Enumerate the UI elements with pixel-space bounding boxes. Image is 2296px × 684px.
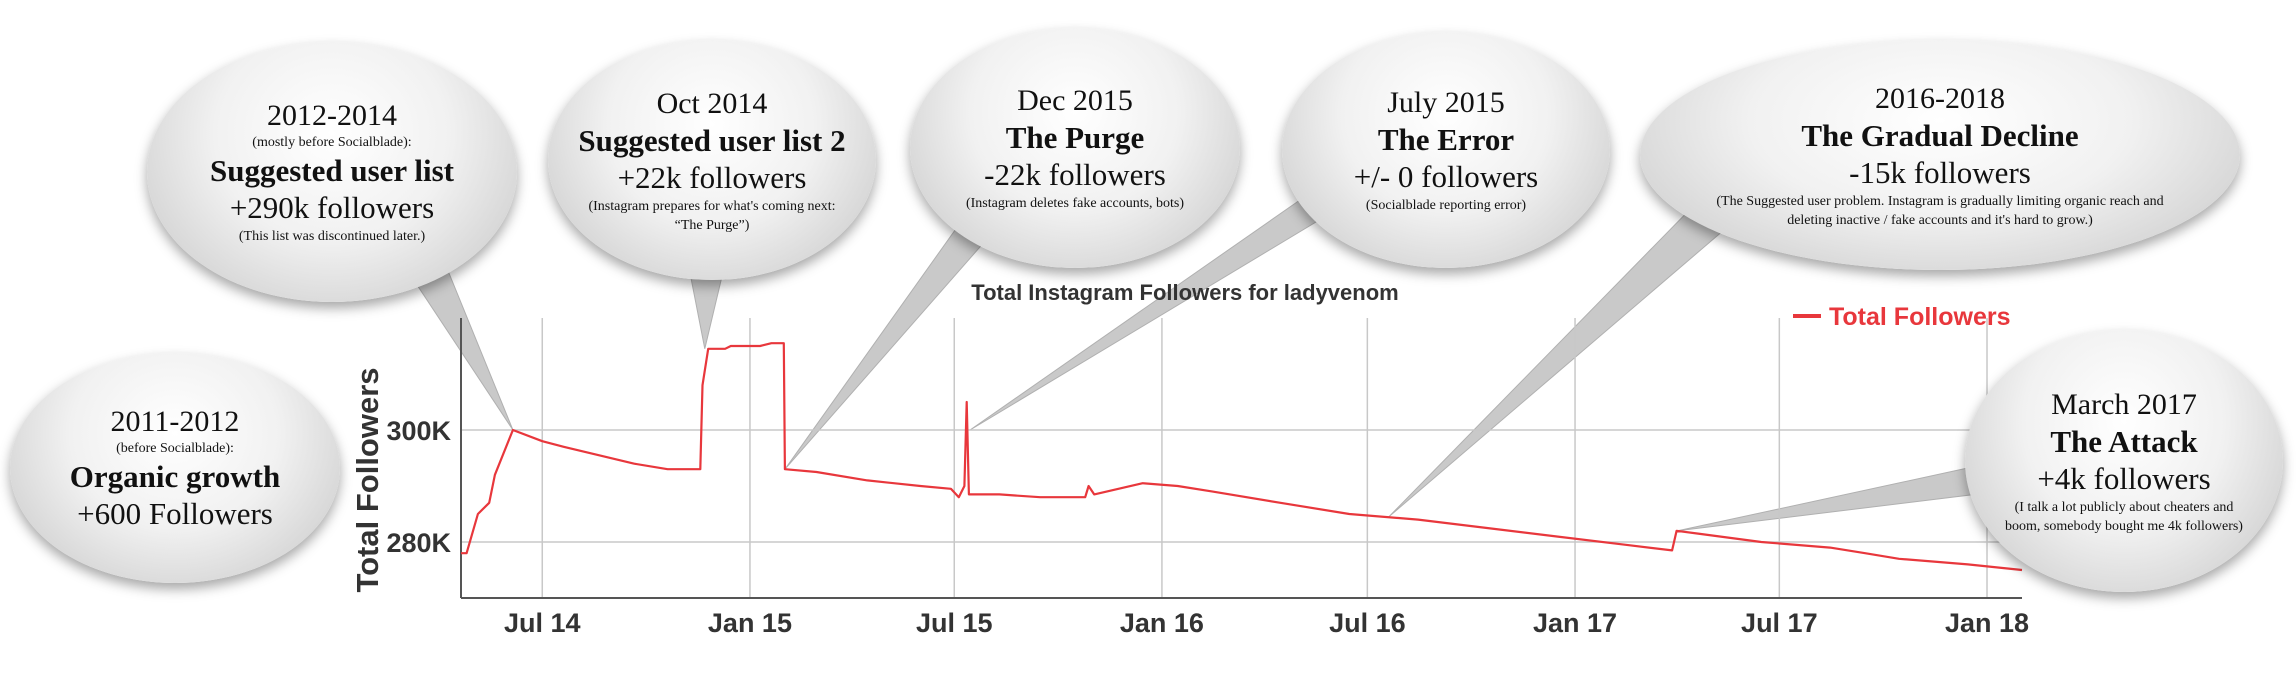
x-tick-label: Jul 14	[504, 608, 581, 638]
annotation-period: July 2015	[1387, 86, 1505, 119]
x-tick-label: Jul 15	[916, 608, 993, 638]
chart-title: Total Instagram Followers for ladyvenom	[971, 280, 1398, 305]
x-tick-label: Jul 17	[1741, 608, 1818, 638]
annotation-period: Oct 2014	[656, 86, 768, 120]
callout-pointers	[409, 191, 1987, 532]
annotation-subnote: (mostly before Socialblade):	[252, 135, 412, 150]
annotation-title: The Purge	[1005, 120, 1145, 155]
annotation-note: (Instagram deletes fake accounts, bots)	[965, 196, 1185, 211]
y-tick-label: 300K	[386, 416, 451, 446]
y-tick-labels: 280K 300K	[386, 416, 451, 558]
annotation-subnote: (before Socialblade):	[116, 440, 234, 456]
annotation-note: (This list was discontinued later.)	[238, 229, 426, 244]
y-axis-label: Total Followers	[350, 367, 385, 592]
annotation-period: Dec 2015	[1017, 84, 1133, 117]
annotation-note: (Socialblade reporting error)	[1365, 198, 1527, 213]
annotation-the-attack: March 2017 The Attack +4k followers (I t…	[1965, 330, 2283, 592]
legend: Total Followers	[1793, 303, 2011, 331]
callout-pointer	[784, 218, 991, 470]
annotation-the-error: July 2015 The Error +/- 0 followers (Soc…	[1282, 32, 1610, 268]
annotation-the-purge: Dec 2015 The Purge -22k followers (Insta…	[910, 28, 1240, 268]
x-tick-label: Jan 18	[1945, 608, 2029, 638]
annotation-title: The Attack	[2050, 423, 2198, 459]
x-tick-label: Jan 15	[708, 608, 792, 638]
annotation-organic-growth: 2011-2012 (before Socialblade): Organic …	[10, 353, 340, 583]
annotation-title: The Error	[1377, 122, 1515, 157]
annotation-period: 2012-2014	[267, 99, 397, 132]
annotation-note: (I talk a lot publicly about cheaters an…	[2005, 499, 2243, 534]
annotation-title: The Gradual Decline	[1801, 117, 2079, 153]
annotation-suggested-user-list-2: Oct 2014 Suggested user list 2 +22k foll…	[548, 40, 876, 280]
callout-pointer	[1677, 464, 1987, 532]
x-tick-label: Jan 16	[1120, 608, 1204, 638]
annotation-amount: +600 Followers	[77, 495, 273, 531]
annotation-amount: +/- 0 followers	[1353, 159, 1539, 194]
annotation-amount: +4k followers	[2037, 460, 2211, 496]
annotation-amount: +22k followers	[617, 159, 807, 195]
annotation-period: 2011-2012	[110, 404, 240, 438]
x-tick-labels: Jul 14 Jan 15 Jul 15 Jan 16 Jul 16 Jan 17 Jul …	[504, 608, 2029, 638]
annotation-note: (Instagram prepares for what's coming ne…	[588, 198, 836, 233]
legend-label: Total Followers	[1829, 303, 2011, 331]
annotation-note: (The Suggested user problem. Instagram i…	[1716, 193, 2164, 228]
series-line-total-followers	[461, 342, 2023, 572]
annotation-amount: -15k followers	[1849, 154, 2031, 190]
annotation-title: Suggested user list	[209, 153, 454, 188]
annotation-suggested-user-list: 2012-2014 (mostly before Socialblade): S…	[147, 42, 517, 302]
chart-axes	[460, 318, 2022, 599]
annotation-period: March 2017	[2051, 387, 2197, 421]
annotation-title: Suggested user list 2	[578, 122, 846, 158]
y-tick-label: 280K	[386, 528, 451, 558]
annotation-amount: -22k followers	[984, 157, 1166, 192]
annotation-title: Organic growth	[69, 458, 281, 494]
x-tick-label: Jul 16	[1329, 608, 1406, 638]
annotation-amount: +290k followers	[229, 190, 435, 225]
annotation-gradual-decline: 2016-2018 The Gradual Decline -15k follo…	[1640, 40, 2240, 270]
chart-grid	[461, 318, 2022, 598]
x-tick-label: Jan 17	[1533, 608, 1617, 638]
series-layer	[461, 342, 2023, 572]
annotation-period: 2016-2018	[1875, 81, 2005, 115]
